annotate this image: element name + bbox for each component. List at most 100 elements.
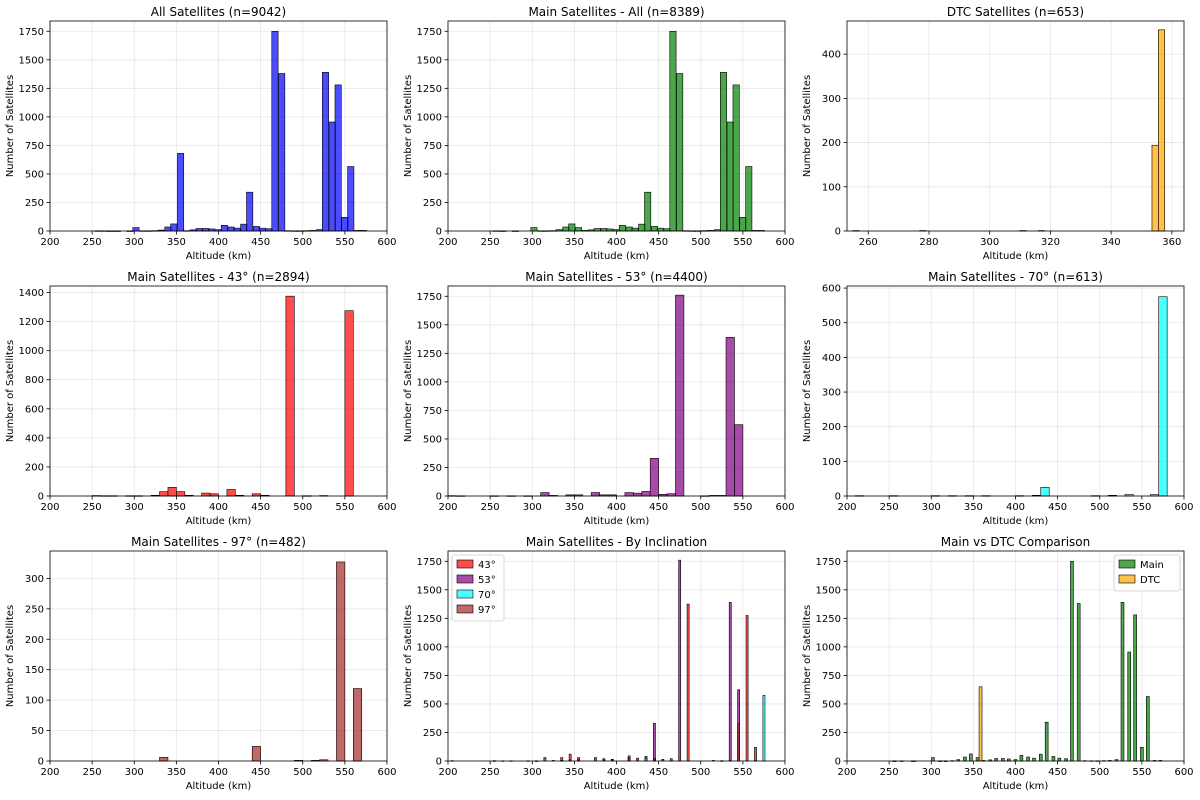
legend-swatch-43° xyxy=(456,559,474,569)
bar-53°-535 xyxy=(728,602,732,762)
bar-53°-445 xyxy=(649,458,659,497)
x-tick-label: 500 xyxy=(293,767,312,778)
legend-swatch-DTC xyxy=(1118,574,1136,584)
bar-All-302 xyxy=(132,227,140,232)
bar-70°-575 xyxy=(1158,296,1168,497)
legend-label: 70° xyxy=(478,590,496,601)
bar-All-452 xyxy=(258,227,266,232)
y-tick-label: 250 xyxy=(423,198,442,209)
x-axis-label: Altitude (km) xyxy=(584,781,650,792)
legend-swatch-97° xyxy=(456,604,474,614)
bar-All-430 xyxy=(240,223,248,232)
x-tick-label: 550 xyxy=(733,502,752,513)
y-axis-label: Number of Satellites xyxy=(403,75,414,177)
bar-Main-557 xyxy=(1145,696,1150,762)
x-tick-label: 600 xyxy=(377,767,396,778)
bar-All-347 xyxy=(170,223,178,232)
bar-Main-527 xyxy=(1120,602,1125,762)
bar-Main-347 xyxy=(568,223,576,232)
subplot-9: 200 250 300 350 400 450 500 550 600 0 250 500 750 100… xyxy=(802,535,1194,792)
x-tick-label: 550 xyxy=(335,767,354,778)
subplot-title: Main Satellites - 43° (n=2894) xyxy=(127,270,309,284)
x-tick-label: 340 xyxy=(1102,237,1121,248)
y-tick-label: 200 xyxy=(822,422,841,433)
x-axis-label: Altitude (km) xyxy=(186,251,252,262)
legend-swatch-Main xyxy=(1118,559,1136,569)
x-tick-label: 200 xyxy=(40,502,59,513)
x-tick-label: 450 xyxy=(649,767,668,778)
x-axis-label: Altitude (km) xyxy=(584,516,650,527)
bar-Main-302 xyxy=(931,757,935,762)
bar-53°-415 xyxy=(627,757,631,762)
x-tick-label: 200 xyxy=(837,502,856,513)
x-tick-label: 350 xyxy=(565,767,584,778)
y-tick-label: 750 xyxy=(423,406,442,417)
x-tick-label: 600 xyxy=(377,237,396,248)
y-axis-label: Number of Satellites xyxy=(5,340,16,442)
y-tick-label: 300 xyxy=(822,94,841,105)
bar-Main-542 xyxy=(732,84,740,232)
y-tick-label: 0 xyxy=(38,492,44,503)
y-tick-label: 0 xyxy=(436,492,442,503)
y-tick-label: 600 xyxy=(25,404,44,415)
y-tick-label: 500 xyxy=(423,699,442,710)
x-tick-label: 500 xyxy=(691,767,710,778)
y-tick-label: 300 xyxy=(25,574,44,585)
y-tick-label: 1500 xyxy=(417,585,442,596)
bar-All-445 xyxy=(252,226,260,232)
x-tick-label: 550 xyxy=(1132,502,1151,513)
bar-53°-375 xyxy=(594,757,597,762)
y-tick-label: 1250 xyxy=(417,84,442,95)
bar-53°-425 xyxy=(633,492,643,497)
x-tick-label: 500 xyxy=(1090,502,1109,513)
y-tick-label: 0 xyxy=(436,757,442,768)
y-tick-label: 250 xyxy=(423,728,442,739)
y-tick-label: 500 xyxy=(25,169,44,180)
x-tick-label: 450 xyxy=(251,237,270,248)
bar-70°-575 xyxy=(762,695,766,762)
bar-53°-315 xyxy=(543,757,547,762)
bar-All-467 xyxy=(271,30,279,232)
y-tick-label: 1200 xyxy=(19,317,44,328)
bar-53°-475 xyxy=(678,559,682,762)
y-tick-label: 500 xyxy=(822,699,841,710)
y-tick-label: 750 xyxy=(423,141,442,152)
bar-Main-542 xyxy=(1133,614,1137,762)
bar-All-535 xyxy=(328,121,336,232)
x-tick-label: 350 xyxy=(167,237,186,248)
bar-Main-527 xyxy=(720,72,727,232)
y-tick-label: 100 xyxy=(25,696,44,707)
x-tick-label: 250 xyxy=(83,767,102,778)
bar-97°-565 xyxy=(754,747,757,762)
x-tick-label: 300 xyxy=(922,502,941,513)
x-tick-label: 450 xyxy=(251,502,270,513)
y-tick-label: 400 xyxy=(822,50,841,61)
bar-Main-475 xyxy=(676,73,684,232)
bar-Main-407 xyxy=(1019,754,1024,762)
bar-70°-435 xyxy=(644,757,648,762)
bar-Main-340 xyxy=(963,756,967,762)
bar-Main-347 xyxy=(969,753,973,762)
bar-Main-422 xyxy=(631,227,639,232)
x-tick-label: 250 xyxy=(83,237,102,248)
bar-All-422 xyxy=(233,227,241,232)
y-tick-label: 600 xyxy=(822,284,841,295)
x-tick-label: 600 xyxy=(377,502,396,513)
y-tick-label: 1500 xyxy=(816,585,841,596)
x-tick-label: 500 xyxy=(691,502,710,513)
x-tick-label: 350 xyxy=(964,502,983,513)
y-tick-label: 200 xyxy=(822,138,841,149)
y-tick-label: 1000 xyxy=(417,112,442,123)
bar-Main-445 xyxy=(650,226,658,232)
bar-43°-555 xyxy=(745,615,749,762)
bar-Main-475 xyxy=(1076,603,1081,762)
x-tick-label: 400 xyxy=(607,767,626,778)
legend-label: 53° xyxy=(478,575,496,586)
y-tick-label: 250 xyxy=(822,728,841,739)
bar-Main-550 xyxy=(739,217,747,232)
x-tick-label: 450 xyxy=(1048,502,1067,513)
x-tick-label: 600 xyxy=(775,502,794,513)
x-tick-label: 250 xyxy=(481,502,500,513)
